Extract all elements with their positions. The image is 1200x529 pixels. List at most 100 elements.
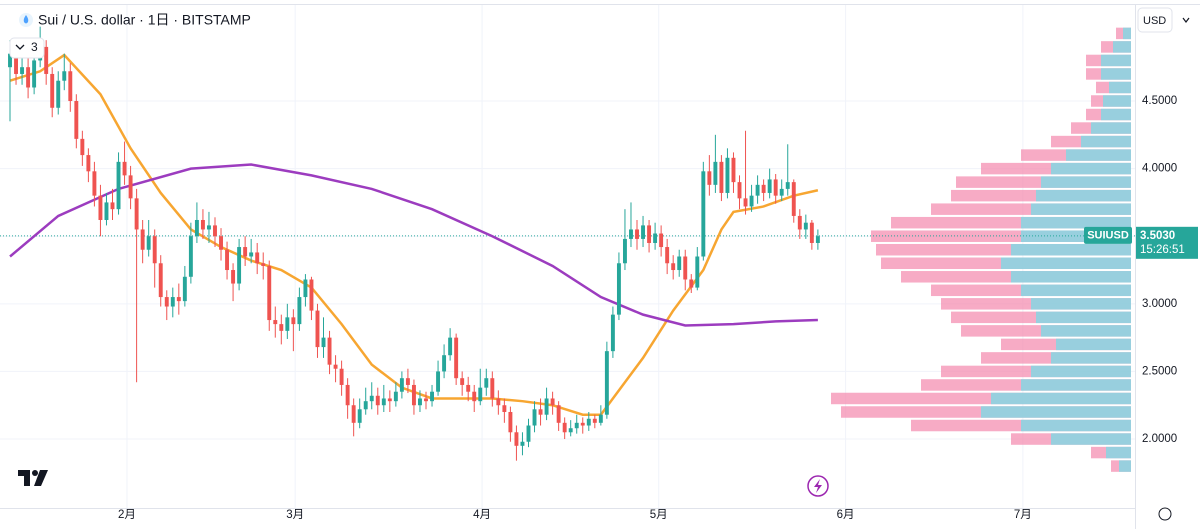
candle-body <box>249 252 254 257</box>
candle-body <box>647 225 652 243</box>
candle-body <box>556 405 561 423</box>
candle-body <box>213 225 217 237</box>
indicator-toggle[interactable] <box>9 37 45 59</box>
candle-body <box>80 138 85 156</box>
candle-body <box>50 73 55 108</box>
candle-body <box>363 401 368 410</box>
candle-body <box>116 161 121 210</box>
candle-body <box>207 225 211 230</box>
moving-average <box>9 163 818 327</box>
candle-body <box>303 279 308 298</box>
indicator-count[interactable]: 3 <box>31 40 38 54</box>
candle-body <box>430 391 434 402</box>
candle-body <box>152 236 157 264</box>
candle-body <box>683 256 688 280</box>
candle-body <box>815 236 820 243</box>
volume-profile-up <box>1109 81 1131 94</box>
candle-body <box>26 67 31 88</box>
candle-body <box>598 414 603 423</box>
candle-body <box>496 398 501 406</box>
candle-body <box>243 247 248 257</box>
candle-body <box>158 263 163 298</box>
y-tick-label: 4.5000 <box>1142 95 1177 107</box>
volume-profile-up <box>1101 54 1131 67</box>
chevron <box>1182 17 1190 23</box>
candle-body <box>773 179 778 196</box>
candle-body <box>345 384 350 406</box>
candle-body <box>333 364 338 369</box>
candle-body <box>387 398 392 402</box>
candle-body <box>122 161 127 176</box>
y-tick-label: 2.0000 <box>1142 433 1177 445</box>
candle-body <box>604 351 609 415</box>
candle-body <box>466 384 471 392</box>
candle-body <box>62 71 67 81</box>
candle-body <box>695 256 700 288</box>
currency-button[interactable] <box>1137 7 1173 33</box>
candle-body <box>677 256 682 271</box>
candle-body <box>182 276 187 302</box>
volume-profile-up <box>1041 176 1131 188</box>
candle-body <box>110 202 115 210</box>
volume-profile-up <box>1011 271 1131 283</box>
volume-profile-up <box>1103 95 1131 107</box>
plot <box>0 5 1135 508</box>
volume-profile-up <box>1021 230 1131 242</box>
legend: Sui / U.S. dollar · 1日 · BITSTAMP 3 <box>9 12 251 59</box>
candle-body <box>797 215 802 230</box>
y-tick-label: 3.0000 <box>1142 298 1177 310</box>
moving-average <box>9 53 819 416</box>
candle-body <box>785 182 790 189</box>
candle-body <box>610 314 615 352</box>
symbol-tag <box>1084 226 1132 244</box>
candle-body <box>574 422 579 429</box>
candle-body <box>424 398 428 402</box>
volume-profile-up <box>1066 149 1131 161</box>
logo-part <box>18 470 30 486</box>
candle-body <box>194 219 199 237</box>
candle-body <box>225 249 230 271</box>
candle-body <box>411 384 416 406</box>
candle-body <box>526 425 531 442</box>
candle-body <box>393 391 398 402</box>
candle-body <box>767 179 772 193</box>
candle-body <box>418 398 422 406</box>
candle-body <box>635 229 639 239</box>
candle-body <box>743 198 748 207</box>
candle-body <box>8 53 12 68</box>
candle-body <box>472 391 477 402</box>
candle-body <box>273 320 278 325</box>
volume-profile-up <box>1091 122 1131 134</box>
candle-body <box>44 46 49 74</box>
volume-profile-up <box>991 392 1131 405</box>
candle-body <box>532 409 537 426</box>
candle-body <box>568 428 573 433</box>
y-tick-label: 4.0000 <box>1142 163 1177 175</box>
candle-body <box>68 71 73 102</box>
volume-profile-up <box>1031 203 1131 215</box>
currency[interactable]: USD <box>1143 15 1166 27</box>
chart-title: Sui / U.S. dollar · 1日 · BITSTAMP <box>38 12 251 28</box>
candle-body <box>653 233 658 243</box>
candle-body <box>14 53 18 74</box>
volume-profile-up <box>1036 189 1131 202</box>
candle-body <box>291 317 296 325</box>
x-tick-label: 6月 <box>837 509 855 521</box>
candle-body <box>671 263 676 271</box>
candle-body <box>484 378 489 388</box>
candle-body <box>399 378 404 392</box>
candle-body <box>219 236 223 250</box>
candle-body <box>749 195 754 207</box>
candle-body <box>502 405 507 412</box>
volume-profile-up <box>1119 460 1131 472</box>
volume-profile-total <box>871 230 1131 242</box>
candle-body <box>665 247 670 264</box>
volume-profile-up <box>1051 352 1131 364</box>
settings-icon[interactable] <box>1158 507 1172 521</box>
candle-body <box>267 265 272 321</box>
volume-profile-up <box>1041 325 1131 337</box>
volume-profile-total <box>891 216 1131 229</box>
candle-body <box>86 155 91 172</box>
candle-body <box>321 337 326 348</box>
candle-body <box>689 279 694 288</box>
